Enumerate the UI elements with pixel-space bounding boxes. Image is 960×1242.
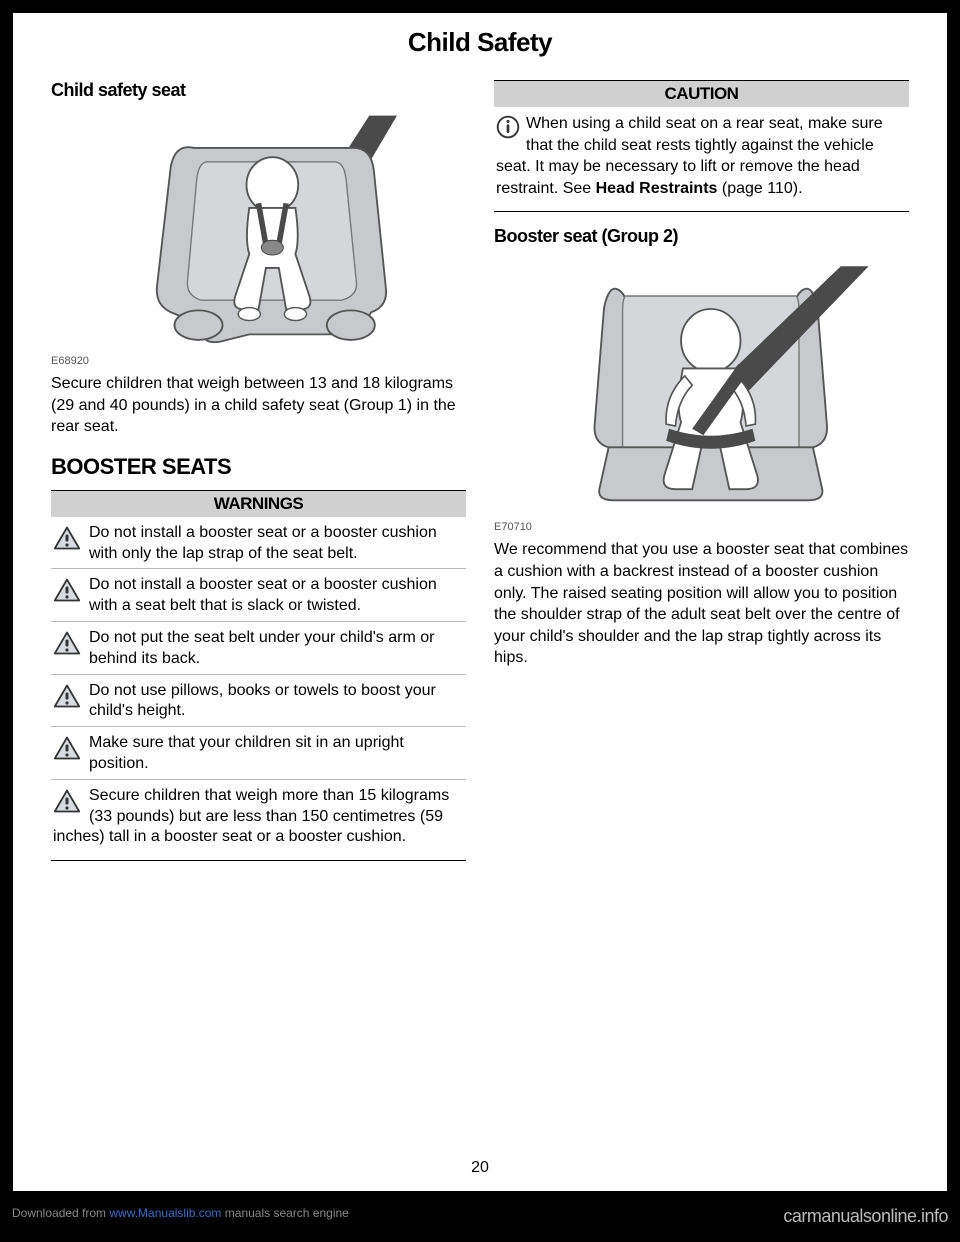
caution-box: CAUTION When using a child seat on a rea… [494, 80, 909, 212]
warning-text: Do not install a booster seat or a boost… [89, 523, 464, 565]
content-columns: Child safety seat [13, 68, 947, 875]
footer-pre: Downloaded from [12, 1206, 109, 1220]
caution-circle-icon [496, 115, 520, 139]
warning-triangle-icon [53, 525, 81, 551]
warning-text: Do not install a booster seat or a boost… [89, 575, 464, 617]
caution-text-post: (page 110). [717, 180, 802, 197]
child-safety-seat-heading: Child safety seat [51, 80, 466, 101]
warning-text: Make sure that your children sit in an u… [89, 733, 464, 775]
booster-seat-description: We recommend that you use a booster seat… [494, 539, 909, 669]
footer-post: manuals search engine [221, 1206, 348, 1220]
warning-item: Do not install a booster seat or a boost… [51, 569, 466, 622]
right-column: CAUTION When using a child seat on a rea… [494, 76, 909, 875]
page-number: 20 [13, 1159, 947, 1177]
booster-seats-heading: BOOSTER SEATS [51, 454, 466, 480]
warning-text: Secure children that weigh more than 15 … [53, 787, 449, 846]
manual-page: Child Safety Child safety seat [12, 12, 948, 1192]
child-seat-description: Secure children that weigh between 13 an… [51, 373, 466, 438]
booster-seat-figure [494, 257, 909, 517]
left-column: Child safety seat [51, 76, 466, 875]
footer-source-link[interactable]: www.Manualslib.com [109, 1206, 221, 1220]
child-seat-figure [51, 111, 466, 351]
warnings-box: WARNINGS Do not install a booster seat o… [51, 490, 466, 861]
warning-triangle-icon [53, 788, 81, 814]
warning-item: Secure children that weigh more than 15 … [51, 780, 466, 852]
booster-seat-illustration [494, 257, 909, 517]
warnings-title: WARNINGS [51, 491, 466, 517]
warning-triangle-icon [53, 683, 81, 709]
figure-label-1: E68920 [51, 355, 466, 367]
warning-item: Make sure that your children sit in an u… [51, 727, 466, 780]
booster-seat-group2-heading: Booster seat (Group 2) [494, 226, 909, 247]
caution-title: CAUTION [494, 81, 909, 107]
page-footer: Downloaded from www.Manualslib.com manua… [0, 1204, 960, 1233]
warning-triangle-icon [53, 577, 81, 603]
warning-text: Do not put the seat belt under your chil… [89, 628, 464, 670]
page-title: Child Safety [13, 13, 947, 68]
warning-item: Do not use pillows, books or towels to b… [51, 675, 466, 728]
warning-item: Do not install a booster seat or a boost… [51, 517, 466, 570]
warning-triangle-icon [53, 735, 81, 761]
child-seat-illustration [51, 111, 466, 351]
footer-source: Downloaded from www.Manualslib.com manua… [12, 1206, 349, 1227]
footer-watermark: carmanualsonline.info [783, 1206, 948, 1227]
head-restraints-link[interactable]: Head Restraints [596, 180, 718, 197]
warning-text: Do not use pillows, books or towels to b… [89, 681, 464, 723]
caution-item: When using a child seat on a rear seat, … [494, 107, 909, 203]
figure-label-2: E70710 [494, 521, 909, 533]
warning-item: Do not put the seat belt under your chil… [51, 622, 466, 675]
warning-triangle-icon [53, 630, 81, 656]
